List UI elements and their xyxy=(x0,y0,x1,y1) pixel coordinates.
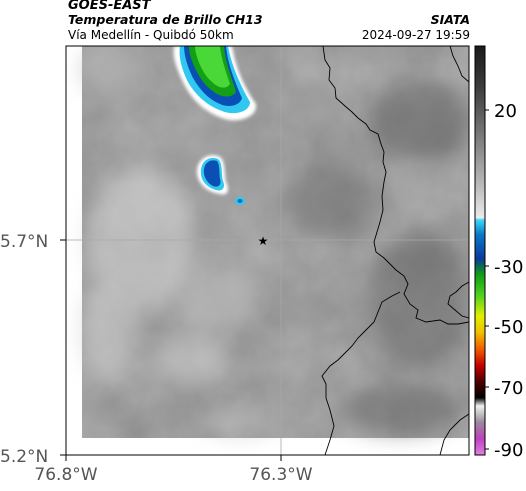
department-border-4 xyxy=(439,413,469,455)
product-title: Temperatura de Brillo CH13 xyxy=(68,12,263,27)
datetime-label: 2024-09-27 19:59 xyxy=(361,28,470,42)
satellite-image: ★ xyxy=(66,46,469,455)
cold-cloud-mid xyxy=(196,155,245,205)
lon-tick-label: 76.3°W xyxy=(249,465,312,485)
department-border-2 xyxy=(447,281,469,319)
lat-axis: 5.7°N 5.2°N xyxy=(0,232,66,467)
location-star-icon: ★ xyxy=(258,234,269,248)
colorbar-tick-label: -50 xyxy=(494,317,523,338)
cold-cloud-north xyxy=(173,46,257,121)
department-border-3 xyxy=(321,291,401,455)
agency-label: SIATA xyxy=(430,12,470,27)
colorbar: 20 -30 -50 -70 -90 xyxy=(474,45,523,461)
department-border xyxy=(322,46,469,325)
lat-tick-label: 5.2°N xyxy=(0,447,48,467)
location-subtitle: Vía Medellín - Quibdó 50km xyxy=(68,28,234,42)
department-border-5 xyxy=(449,46,469,83)
lat-tick-label: 5.7°N xyxy=(0,232,48,252)
colorbar-tick-label: -90 xyxy=(494,440,523,461)
map-frame xyxy=(65,45,470,456)
lon-axis: 76.8°W 76.3°W xyxy=(34,455,313,485)
colorbar-tick-label: -70 xyxy=(494,378,523,399)
colorbar-tick-label: -30 xyxy=(494,257,523,278)
lon-tick-label: 76.8°W xyxy=(34,465,97,485)
colorbar-tick-label: 20 xyxy=(494,101,517,122)
satellite-title: GOES-EAST xyxy=(68,0,151,13)
